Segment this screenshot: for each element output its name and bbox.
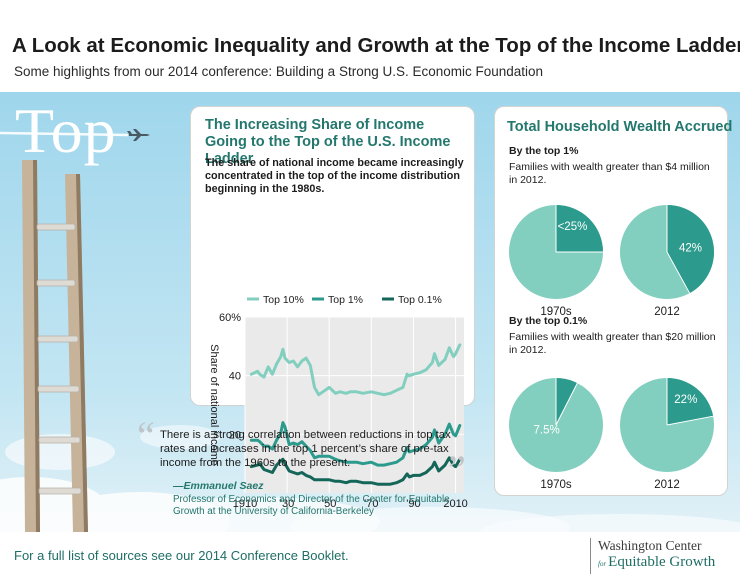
page-title: A Look at Economic Inequality and Growth… — [12, 34, 740, 57]
open-quote-icon: “ — [137, 413, 155, 458]
pie-slice-share — [667, 205, 714, 294]
page-footer: For a full list of sources see our 2014 … — [0, 532, 740, 582]
pie-value-label: 42% — [679, 242, 702, 254]
wealth-card-title: Total Household Wealth Accrued — [507, 119, 733, 135]
x-tick-label: 2010 — [443, 498, 467, 510]
pie-divider — [666, 415, 714, 426]
income-card-title: The Increasing Share of Income Going to … — [205, 117, 451, 167]
household-wealth-card: Total Household Wealth Accrued By the to… — [494, 106, 732, 496]
logo-line2: for Equitable Growth — [598, 554, 715, 571]
pie-period-label: 2012 — [654, 306, 680, 318]
logo-divider — [590, 538, 591, 574]
pie-divider — [666, 251, 691, 294]
infographic-body: Top The Increasing Share of Income Going… — [0, 92, 740, 532]
wealth-pie-charts: <25% 1970s 42% 2012 7.5% 1970s 22% 2012 — [509, 205, 714, 491]
series-line-top-10- — [249, 343, 462, 397]
pie-slice-share — [556, 205, 603, 252]
ladder-illustration — [22, 160, 88, 532]
pie-period-label: 1970s — [540, 306, 572, 318]
close-quote-icon: ” — [448, 447, 466, 492]
logo-for: for — [598, 560, 607, 568]
pie-period-label: 2012 — [654, 479, 680, 491]
pie-slice-share — [556, 378, 578, 425]
y-tick-label: 40 — [229, 371, 241, 383]
quote-author-role: Professor of Economics and Director of t… — [173, 494, 450, 517]
x-tick-label: '90 — [406, 498, 420, 510]
pie-slice-share — [667, 378, 714, 425]
airplane-icon — [127, 129, 150, 141]
top1-wealth-description: Families with wealth greater than $4 mil… — [509, 161, 710, 186]
legend-label: Top 0.1% — [398, 294, 442, 306]
logo-line2-text: Equitable Growth — [608, 554, 716, 570]
plane-contrail — [0, 131, 129, 137]
pie-divider — [555, 382, 578, 426]
page-subtitle: Some highlights from our 2014 conference… — [14, 64, 544, 79]
x-tick-label: '50 — [322, 498, 336, 510]
pie-period-label: 1970s — [540, 479, 572, 491]
hero-word: Top — [15, 95, 117, 166]
y-tick-label: 60% — [219, 312, 241, 324]
series-line-top-0-1- — [249, 456, 462, 486]
top1-wealth-label: By the top 1% — [509, 145, 579, 157]
pie-value-label: 7.5% — [533, 425, 559, 437]
y-tick-label: 20 — [229, 429, 241, 441]
series-line-top-1- — [249, 421, 462, 467]
x-tick-label: '70 — [364, 498, 378, 510]
pie-value-label: <25% — [558, 221, 588, 233]
quote-author: —Emmanuel Saez — [173, 480, 264, 492]
x-tick-label: '30 — [280, 498, 294, 510]
page-header: A Look at Economic Inequality and Growth… — [0, 0, 740, 92]
top01-wealth-description: Families with wealth greater than $20 mi… — [509, 331, 716, 356]
y-axis-label: Share of national income — [208, 344, 220, 466]
income-share-card: The Increasing Share of Income Going to … — [190, 106, 475, 510]
footer-sources-link[interactable]: For a full list of sources see our 2014 … — [14, 548, 349, 563]
income-share-line-chart: 20 40 60% 1910 '30 '50 '70 '90 2010 Share of nati… — [208, 294, 468, 510]
logo-line1: Washington Center — [598, 538, 702, 553]
legend-label: Top 10% — [263, 294, 304, 306]
top01-wealth-label: By the top 0.1% — [509, 315, 588, 327]
quote-text: There is a strong correlation between re… — [160, 429, 451, 469]
legend-label: Top 1% — [328, 294, 363, 306]
income-card-subtitle: The share of national income became incr… — [205, 157, 464, 195]
pie-value-label: 22% — [674, 394, 697, 406]
x-tick-label: 1910 — [233, 498, 257, 510]
